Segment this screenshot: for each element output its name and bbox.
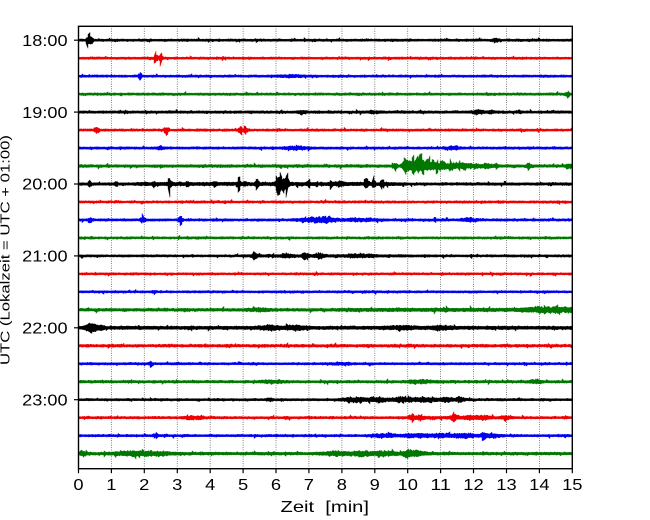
svg-text:2: 2 (139, 477, 149, 494)
svg-text:10: 10 (398, 477, 419, 494)
svg-text:7: 7 (304, 477, 314, 494)
svg-text:15: 15 (562, 477, 583, 494)
svg-text:19:00: 19:00 (22, 105, 68, 122)
svg-text:20:00: 20:00 (22, 177, 68, 194)
svg-text:13: 13 (496, 477, 517, 494)
svg-text:8: 8 (337, 477, 347, 494)
svg-text:18:00: 18:00 (22, 33, 68, 50)
svg-text:9: 9 (370, 477, 380, 494)
svg-text:Zeit [min]: Zeit [min] (281, 499, 370, 516)
svg-text:1: 1 (106, 477, 116, 494)
svg-text:4: 4 (205, 477, 215, 494)
svg-text:UTC (Lokalzeit = UTC + 01:00): UTC (Lokalzeit = UTC + 01:00) (0, 135, 13, 365)
svg-text:14: 14 (529, 477, 550, 494)
svg-text:11: 11 (430, 477, 451, 494)
svg-text:6: 6 (271, 477, 281, 494)
svg-text:21:00: 21:00 (22, 249, 68, 266)
svg-text:23:00: 23:00 (22, 392, 68, 409)
svg-text:12: 12 (463, 477, 484, 494)
svg-text:22:00: 22:00 (22, 321, 68, 338)
svg-text:0: 0 (73, 477, 83, 494)
svg-text:3: 3 (172, 477, 182, 494)
svg-text:5: 5 (238, 477, 248, 494)
